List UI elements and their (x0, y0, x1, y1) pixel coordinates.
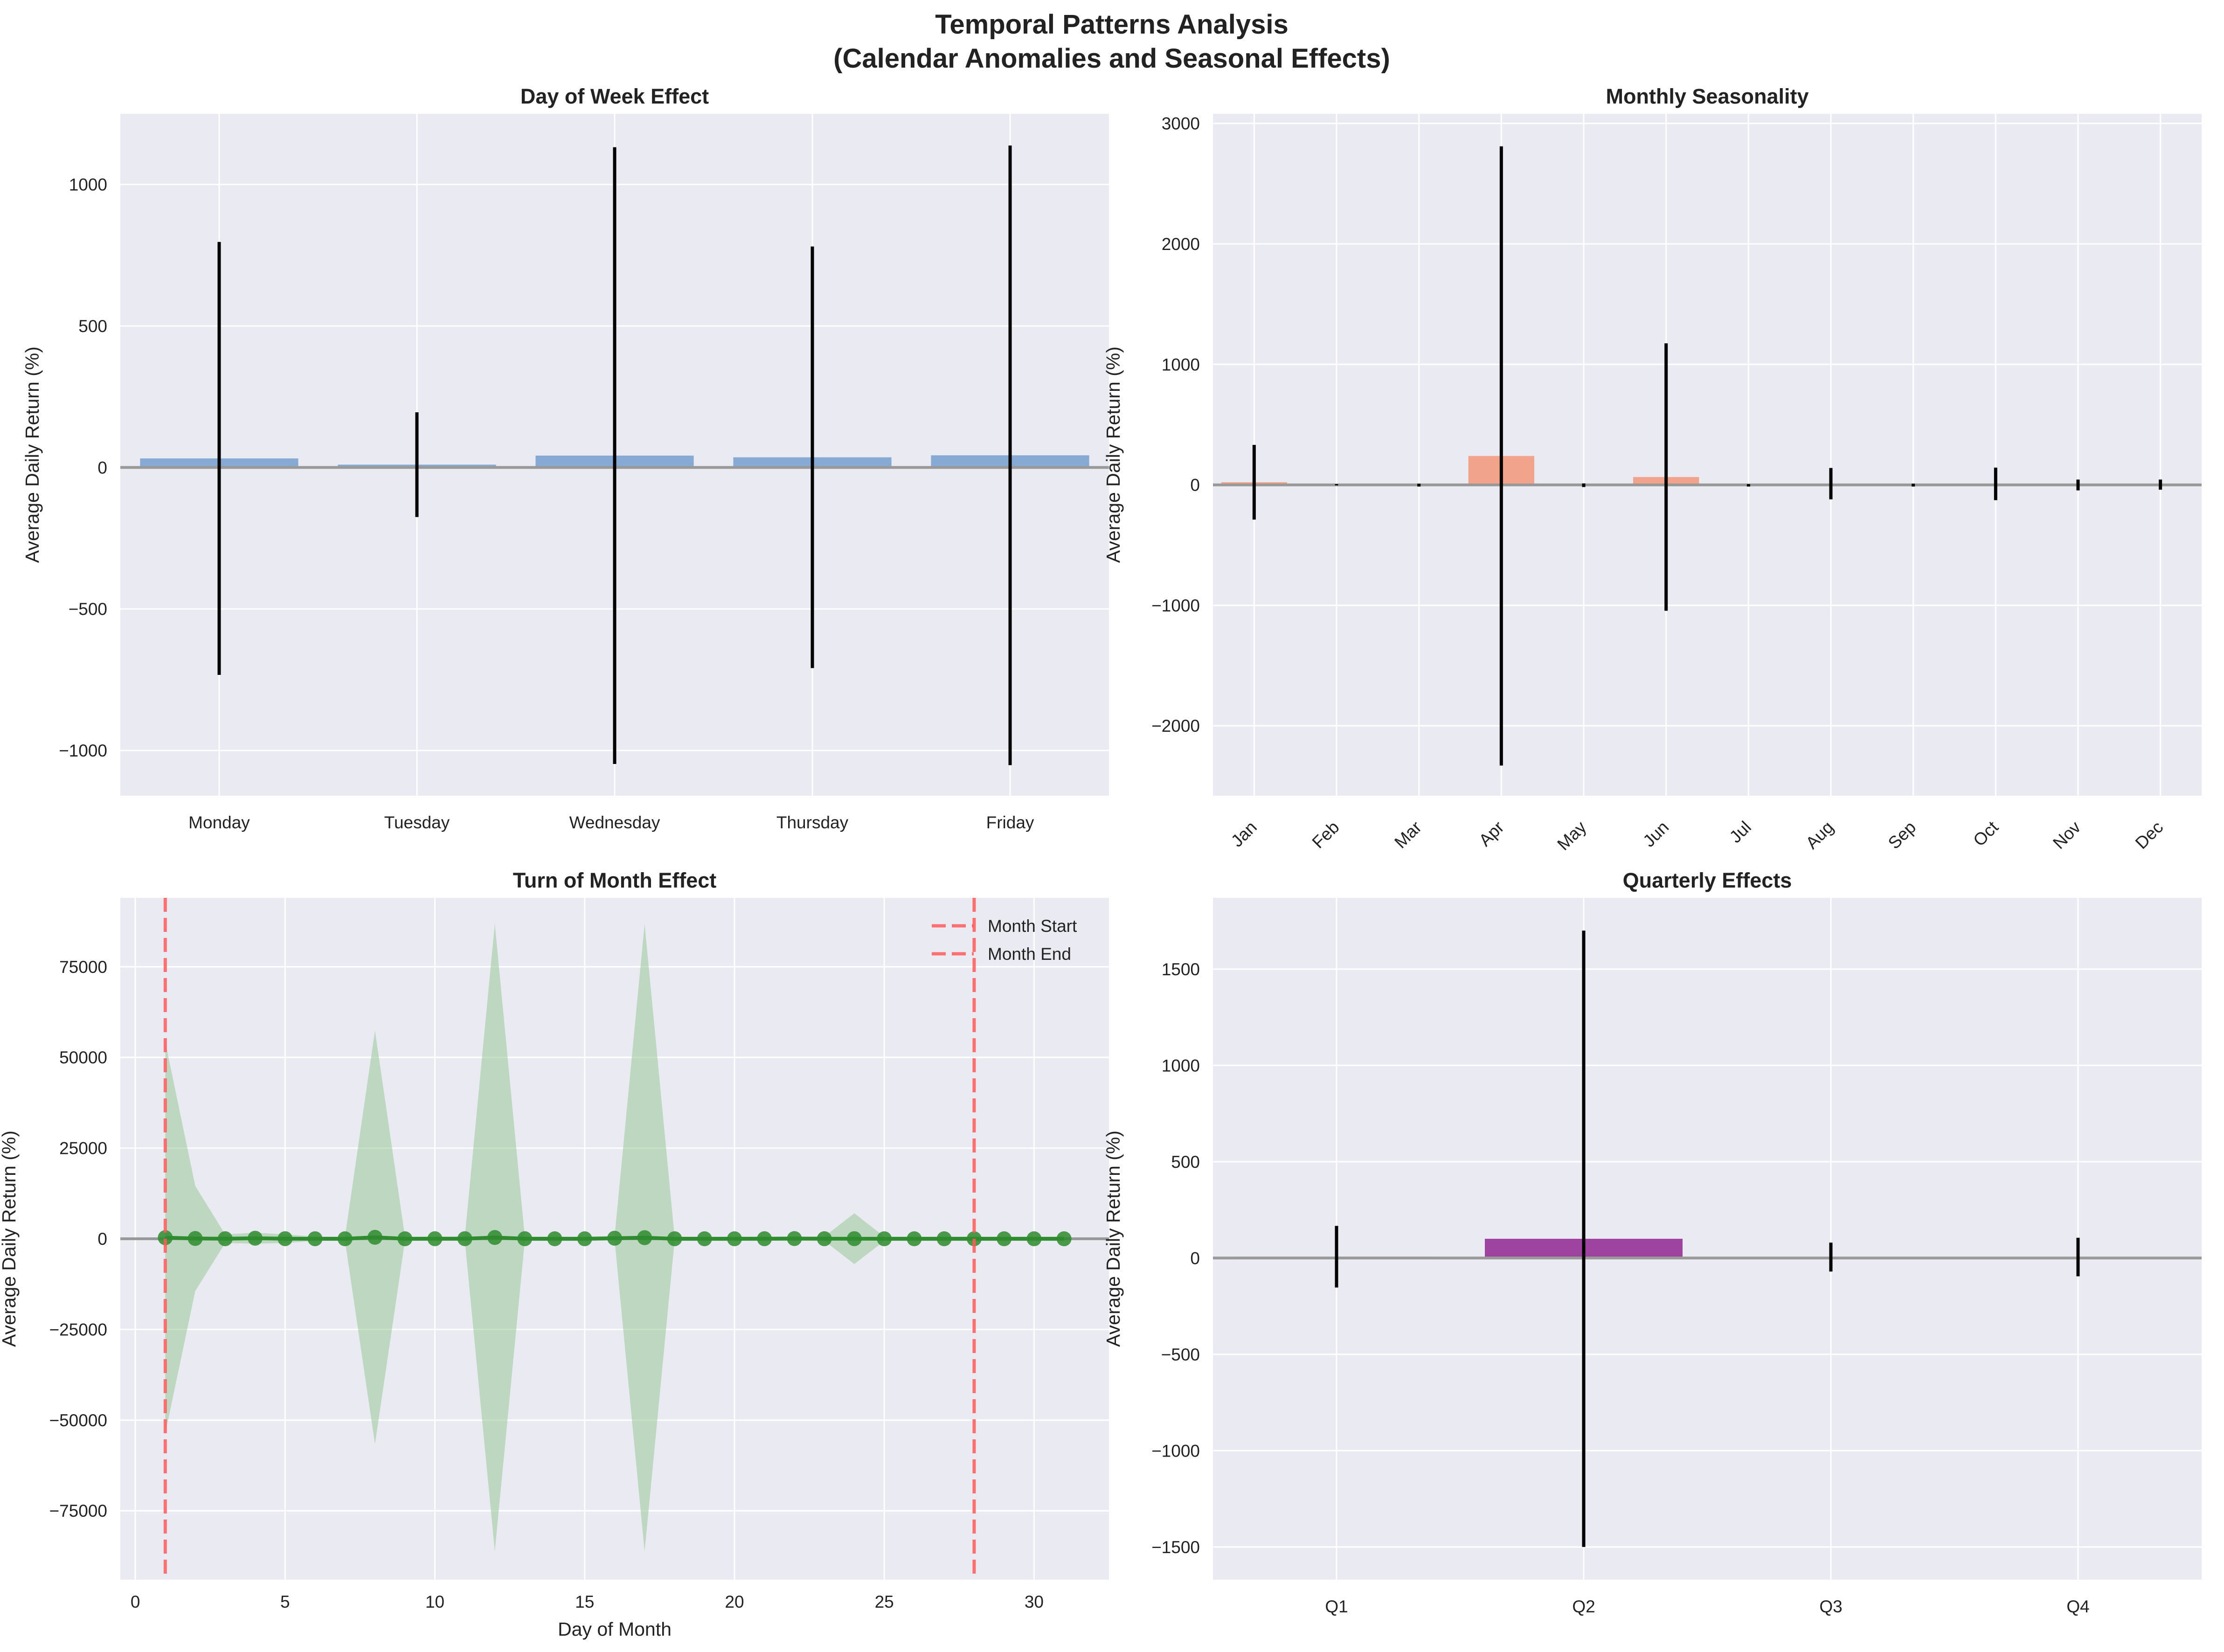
data-point-day-7 (337, 1231, 353, 1246)
data-point-day-22 (787, 1231, 802, 1246)
y-tick-label: −500 (69, 600, 107, 619)
figure-title-line1: Temporal Patterns Analysis (935, 9, 1288, 40)
data-point-day-26 (907, 1231, 922, 1246)
y-tick-label: −1000 (1151, 596, 1200, 615)
y-tick-label: 3000 (1162, 114, 1200, 133)
x-tick-label-30: 30 (1025, 1592, 1044, 1611)
data-point-day-9 (397, 1231, 413, 1246)
panel-title: Quarterly Effects (1623, 868, 1792, 892)
x-tick-label-5: 5 (280, 1592, 290, 1611)
y-tick-label: −50000 (49, 1411, 108, 1430)
y-tick-label: 0 (97, 1229, 107, 1249)
y-tick-label: −1500 (1151, 1538, 1200, 1557)
y-tick-label: 25000 (59, 1139, 107, 1158)
y-tick-label: −75000 (49, 1501, 108, 1520)
x-tick-label-15: 15 (575, 1592, 594, 1611)
plot-area (1213, 114, 2202, 796)
y-axis-label: Average Daily Return (%) (21, 347, 43, 563)
data-point-day-31 (1056, 1231, 1072, 1246)
data-point-day-3 (217, 1231, 233, 1246)
data-point-day-6 (307, 1231, 323, 1246)
y-tick-label: 500 (78, 317, 107, 336)
x-tick-label-10: 10 (425, 1592, 444, 1611)
x-tick-label-25: 25 (875, 1592, 894, 1611)
y-tick-label: −25000 (49, 1320, 108, 1339)
y-tick-label: −2000 (1151, 716, 1200, 736)
y-axis-label: Average Daily Return (%) (1102, 347, 1124, 563)
data-point-day-2 (187, 1231, 203, 1246)
x-tick-label-0: 0 (131, 1592, 140, 1611)
data-point-day-20 (727, 1231, 742, 1246)
data-point-day-23 (817, 1231, 832, 1246)
y-tick-label: 0 (97, 458, 107, 477)
y-tick-label: 1000 (1162, 1056, 1200, 1075)
data-point-day-27 (936, 1231, 952, 1246)
panel-title: Monthly Seasonality (1606, 84, 1808, 108)
data-point-day-4 (248, 1230, 263, 1246)
x-tick-label-monday: Monday (188, 813, 250, 832)
data-point-day-30 (1026, 1231, 1042, 1246)
x-tick-label-q1: Q1 (1325, 1597, 1348, 1616)
x-tick-label-20: 20 (725, 1592, 744, 1611)
data-point-day-17 (637, 1230, 652, 1245)
y-tick-label: 1000 (69, 175, 107, 194)
legend-month-start-label: Month Start (988, 916, 1077, 936)
y-tick-label: 75000 (59, 958, 107, 977)
legend-month-end-label: Month End (988, 944, 1071, 964)
data-point-day-25 (877, 1231, 892, 1246)
data-point-day-21 (757, 1231, 772, 1246)
x-tick-label-wednesday: Wednesday (569, 813, 660, 832)
y-tick-label: −500 (1161, 1345, 1200, 1364)
y-axis-label: Average Daily Return (%) (1102, 1131, 1124, 1347)
x-tick-label-friday: Friday (986, 813, 1034, 832)
data-point-day-1 (158, 1230, 173, 1245)
data-point-day-24 (846, 1231, 862, 1246)
data-point-day-16 (607, 1230, 622, 1246)
data-point-day-10 (427, 1231, 443, 1246)
plot-area (1213, 898, 2202, 1580)
day-of-week-panel: Monday Tuesday Wednesday Thursday Friday −100… (21, 84, 1109, 832)
y-tick-label: 500 (1171, 1152, 1200, 1172)
x-tick-label-thursday: Thursday (776, 813, 849, 832)
y-tick-label: 2000 (1162, 235, 1200, 254)
y-tick-label: 0 (1190, 1249, 1200, 1268)
x-tick-label-q2: Q2 (1572, 1597, 1595, 1616)
panel-title: Day of Week Effect (520, 84, 709, 108)
data-point-day-5 (277, 1231, 293, 1246)
data-point-day-14 (547, 1231, 562, 1246)
y-tick-label: −1000 (1151, 1441, 1200, 1460)
y-tick-label: −1000 (59, 741, 107, 760)
quarterly-effects-panel: Q1 Q2 Q3 Q4 −1500 −1000 −500 0 500 1000 1500 Averag… (1102, 868, 2202, 1616)
turn-of-month-panel: Month Start Month End 0 5 10 15 20 25 30 Day of M… (0, 868, 1109, 1640)
data-point-day-29 (997, 1231, 1012, 1246)
data-point-day-19 (697, 1231, 712, 1246)
x-tick-label-tuesday: Tuesday (384, 813, 450, 832)
y-axis-label: Average Daily Return (%) (0, 1131, 20, 1347)
y-tick-label: 50000 (59, 1048, 107, 1067)
y-tick-label: 1500 (1162, 960, 1200, 979)
panel-title: Turn of Month Effect (513, 868, 717, 892)
y-tick-label: 0 (1190, 476, 1200, 495)
data-point-day-18 (667, 1231, 682, 1246)
data-point-day-15 (577, 1231, 592, 1246)
data-point-day-13 (517, 1231, 533, 1246)
x-tick-label-q3: Q3 (1819, 1597, 1842, 1616)
data-point-day-11 (457, 1231, 472, 1246)
x-tick-label-q4: Q4 (2066, 1597, 2089, 1616)
y-tick-label: 1000 (1162, 355, 1200, 374)
data-point-day-8 (367, 1229, 383, 1245)
monthly-seasonality-panel: Jan Feb Mar Apr May Jun Jul Aug Sep Oct Nov Dec−200… (1102, 84, 2202, 854)
figure-title-line2: (Calendar Anomalies and Seasonal Effects… (833, 43, 1390, 74)
x-axis-label: Day of Month (558, 1618, 672, 1640)
data-point-day-12 (487, 1230, 503, 1245)
